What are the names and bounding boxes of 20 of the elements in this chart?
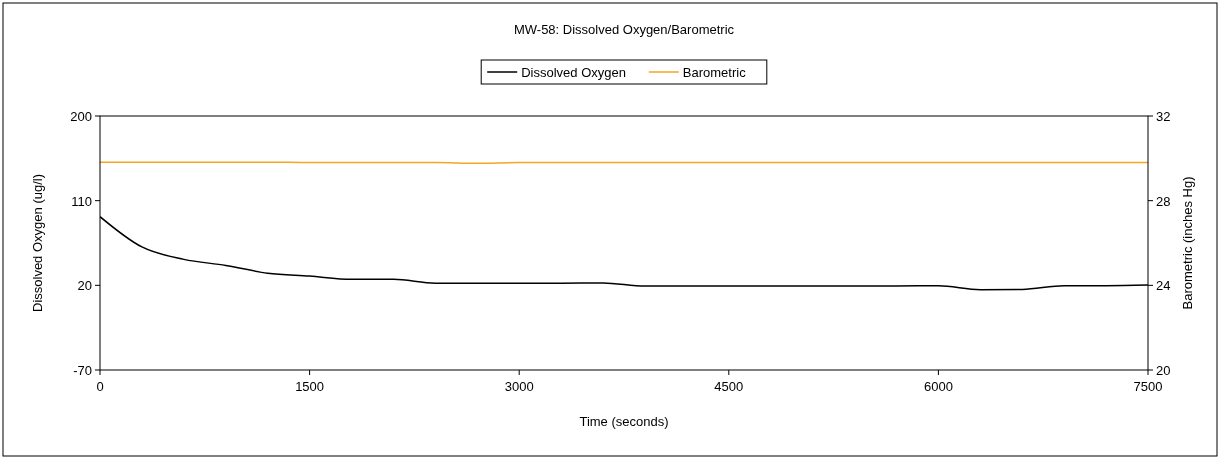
- legend-label: Barometric: [682, 65, 747, 80]
- y-tick-label: 20: [77, 278, 92, 294]
- y2-axis-title: Barometric (inches Hg): [1180, 176, 1195, 310]
- x-tick-label: 7500: [1133, 379, 1163, 394]
- x-tick-label: 3000: [504, 379, 534, 394]
- x-tick-label: 1500: [295, 379, 325, 394]
- x-axis-title: Time (seconds): [579, 414, 669, 429]
- chart-title: MW-58: Dissolved Oxygen/Barometric: [513, 22, 735, 37]
- x-tick-label: 6000: [923, 379, 953, 394]
- x-tick-label: 4500: [714, 379, 744, 394]
- legend-label: Dissolved Oxygen: [521, 65, 626, 80]
- y-tick-label: -70: [73, 363, 92, 378]
- y2-tick-label: 28: [1156, 193, 1171, 209]
- y-axis-title: Dissolved Oxygen (ug/l): [30, 174, 45, 312]
- y2-tick-label: 20: [1156, 363, 1171, 378]
- y-tick-label: 200: [70, 109, 92, 124]
- y2-tick-label: 32: [1156, 109, 1171, 124]
- y2-tick-label: 24: [1156, 278, 1171, 294]
- y-tick-label: 110: [71, 193, 92, 209]
- x-tick-label: 0: [96, 379, 104, 394]
